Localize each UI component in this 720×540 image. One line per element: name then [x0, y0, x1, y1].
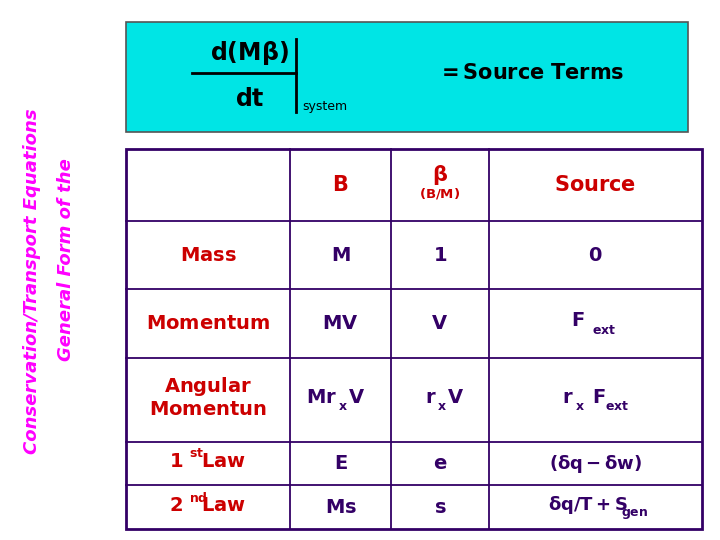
Text: $\mathbf{st}$: $\mathbf{st}$ — [189, 447, 204, 460]
Text: $\mathbf{Momentun}$: $\mathbf{Momentun}$ — [149, 400, 267, 419]
Text: $\mathbf{Source}$: $\mathbf{Source}$ — [554, 174, 636, 194]
Text: $\mathbf{Law}$: $\mathbf{Law}$ — [202, 452, 246, 471]
Text: $\mathbf{E}$: $\mathbf{E}$ — [333, 454, 348, 473]
Text: $\mathbf{2}$: $\mathbf{2}$ — [168, 496, 183, 515]
Text: $\mathbf{(\delta q-\delta w)}$: $\mathbf{(\delta q-\delta w)}$ — [549, 453, 642, 475]
Text: system: system — [302, 100, 347, 113]
Text: $\mathbf{V}$: $\mathbf{V}$ — [348, 388, 365, 407]
Text: Conservation/Transport Equations: Conservation/Transport Equations — [23, 108, 42, 454]
Text: $\mathbf{= Source\ Terms}$: $\mathbf{= Source\ Terms}$ — [436, 63, 624, 83]
Text: $\mathbf{Momentum}$: $\mathbf{Momentum}$ — [146, 314, 270, 333]
Text: $\mathbf{F}$: $\mathbf{F}$ — [571, 312, 585, 330]
Text: $\mathbf{nd}$: $\mathbf{nd}$ — [189, 490, 207, 504]
FancyBboxPatch shape — [126, 148, 702, 529]
Text: $\mathbf{x}$: $\mathbf{x}$ — [437, 400, 447, 413]
Text: $\mathbf{e}$: $\mathbf{e}$ — [433, 454, 447, 473]
Text: $\mathbf{0}$: $\mathbf{0}$ — [588, 246, 603, 265]
Text: $\mathbf{\beta}$: $\mathbf{\beta}$ — [432, 163, 448, 187]
Text: $\mathbf{gen}$: $\mathbf{gen}$ — [621, 507, 649, 521]
Text: $\mathbf{Ms}$: $\mathbf{Ms}$ — [325, 498, 356, 517]
Text: $\mathbf{x}$: $\mathbf{x}$ — [575, 400, 585, 413]
Text: $\mathbf{r}$: $\mathbf{r}$ — [425, 388, 436, 407]
Text: $\mathbf{F}$: $\mathbf{F}$ — [593, 388, 606, 407]
Text: $\mathbf{dt}$: $\mathbf{dt}$ — [235, 86, 264, 111]
Text: $\mathbf{M}$: $\mathbf{M}$ — [330, 246, 351, 265]
Text: $\mathbf{\delta q/T+S}$: $\mathbf{\delta q/T+S}$ — [549, 494, 628, 516]
Text: $\mathbf{Angular}$: $\mathbf{Angular}$ — [164, 375, 252, 398]
Text: $\mathbf{V}$: $\mathbf{V}$ — [447, 388, 464, 407]
Text: $\mathbf{(B/M)}$: $\mathbf{(B/M)}$ — [419, 186, 461, 201]
Text: $\mathbf{r}$: $\mathbf{r}$ — [562, 388, 574, 407]
Text: $\mathbf{s}$: $\mathbf{s}$ — [433, 498, 446, 517]
Text: $\mathbf{MV}$: $\mathbf{MV}$ — [323, 314, 359, 333]
Text: $\mathbf{d(M\beta)}$: $\mathbf{d(M\beta)}$ — [210, 39, 289, 66]
Text: General Form of the: General Form of the — [57, 158, 75, 361]
Text: $\mathbf{1}$: $\mathbf{1}$ — [168, 452, 183, 471]
Text: $\mathbf{V}$: $\mathbf{V}$ — [431, 314, 449, 333]
Text: $\mathbf{x}$: $\mathbf{x}$ — [338, 400, 348, 413]
FancyBboxPatch shape — [126, 22, 688, 132]
Text: $\mathbf{ext}$: $\mathbf{ext}$ — [605, 400, 629, 413]
Text: $\mathbf{1}$: $\mathbf{1}$ — [433, 246, 447, 265]
Text: $\mathbf{ext}$: $\mathbf{ext}$ — [592, 323, 616, 336]
Text: $\mathbf{Mr}$: $\mathbf{Mr}$ — [306, 388, 337, 407]
Text: $\mathbf{Mass}$: $\mathbf{Mass}$ — [180, 246, 236, 265]
Text: $\mathbf{B}$: $\mathbf{B}$ — [333, 174, 348, 194]
Text: $\mathbf{Law}$: $\mathbf{Law}$ — [202, 496, 246, 515]
